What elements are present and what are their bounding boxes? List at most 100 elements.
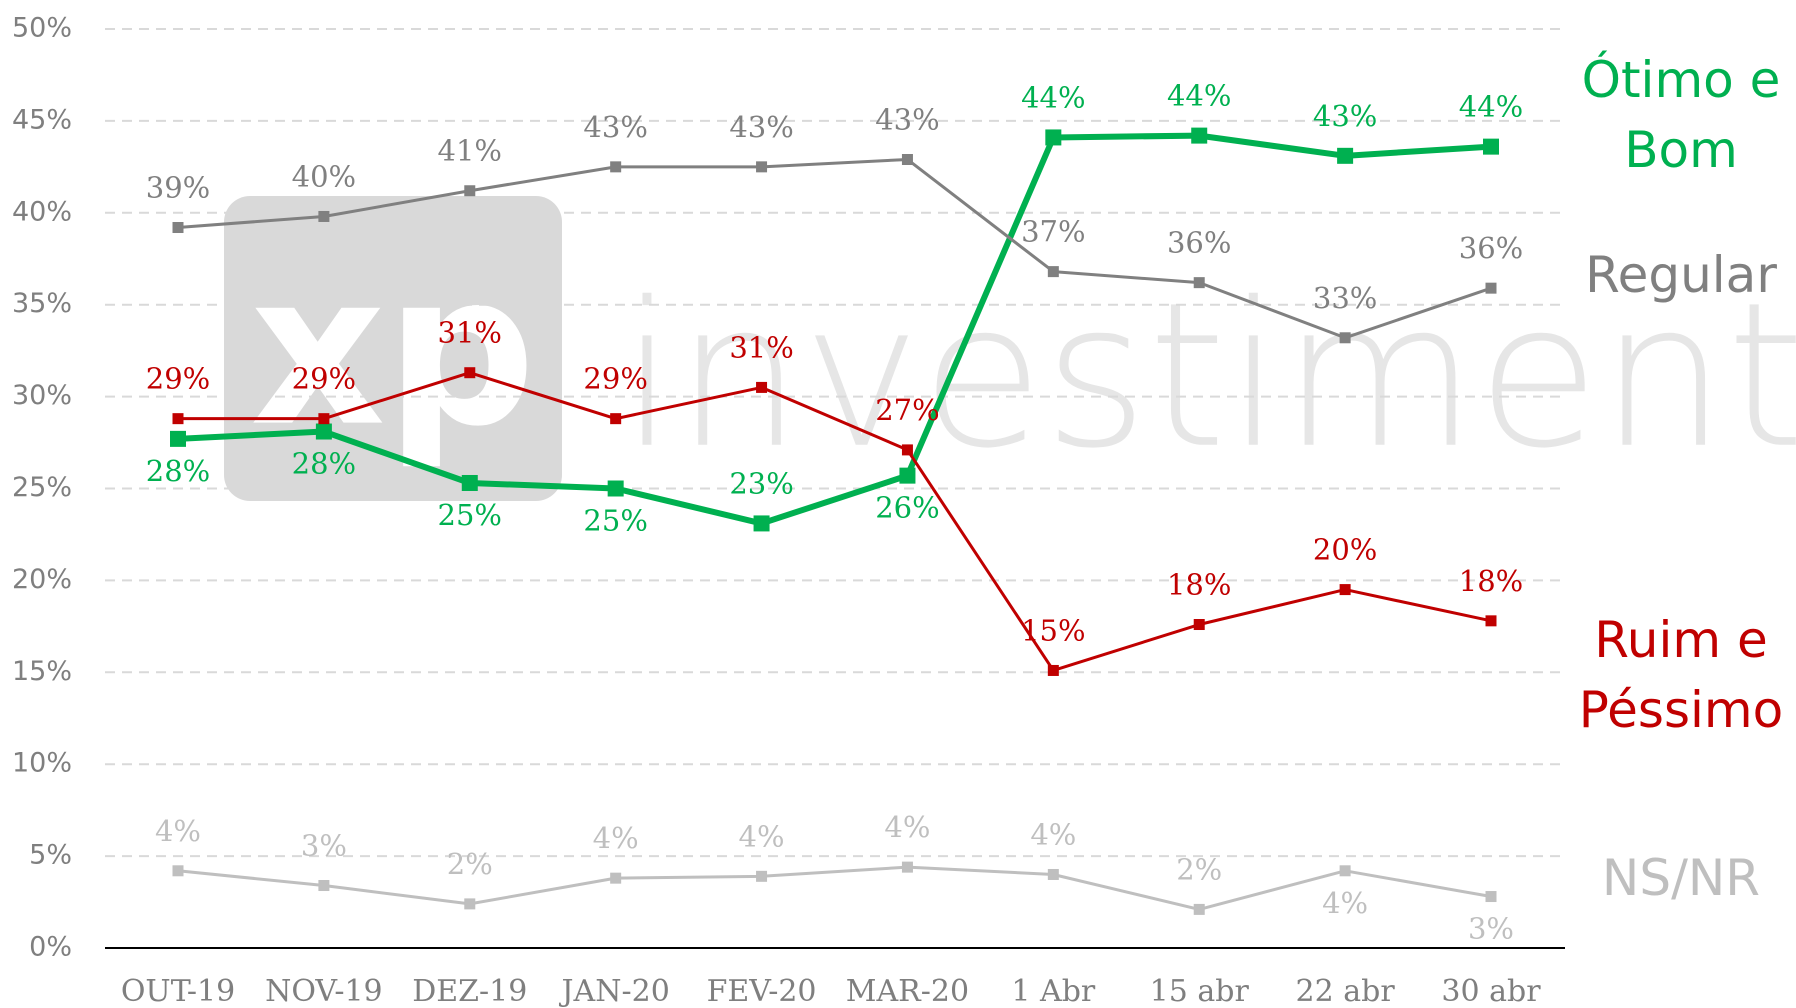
- data-label: 29%: [292, 362, 356, 396]
- y-tick-label: 50%: [12, 13, 72, 44]
- point-marker: [318, 210, 330, 222]
- point-marker: [1193, 903, 1205, 915]
- point-marker: [172, 865, 184, 877]
- point-marker: [607, 480, 624, 497]
- data-label: 4%: [739, 819, 785, 853]
- data-label: 4%: [884, 810, 930, 844]
- point-marker: [1339, 332, 1351, 344]
- y-tick-label: 5%: [29, 840, 72, 871]
- data-label: 4%: [155, 814, 201, 848]
- point-marker: [464, 898, 476, 910]
- point-marker: [315, 423, 332, 440]
- x-tick-label: 15 abr: [1150, 974, 1250, 1008]
- point-marker: [1337, 147, 1354, 164]
- point-marker: [1047, 664, 1059, 676]
- series-line: [177, 157, 1492, 340]
- x-tick-label: 1 Abr: [1011, 974, 1095, 1008]
- point-marker: [901, 861, 913, 873]
- y-tick-label: 45%: [12, 104, 72, 135]
- data-label: 44%: [1459, 90, 1523, 124]
- y-tick-label: 25%: [12, 472, 72, 503]
- data-label: 15%: [1021, 613, 1085, 647]
- point-marker: [1339, 865, 1351, 877]
- point-marker: [610, 413, 622, 425]
- data-label: 3%: [1468, 912, 1514, 946]
- series-line: [177, 865, 1492, 911]
- data-label: 31%: [438, 316, 502, 350]
- x-tick-label: OUT-19: [121, 974, 235, 1008]
- data-label: 4%: [1322, 886, 1368, 920]
- x-tick-label: DEZ-19: [412, 974, 527, 1008]
- point-marker: [756, 161, 768, 173]
- point-marker: [1193, 619, 1205, 631]
- x-tick-label: JAN-20: [559, 974, 670, 1008]
- point-marker: [610, 872, 622, 884]
- point-marker: [899, 467, 916, 484]
- data-label: 25%: [583, 504, 647, 538]
- series-name: Ótimo e Bom: [1581, 51, 1781, 179]
- point-marker: [901, 153, 913, 165]
- x-tick-label: FEV-20: [707, 974, 817, 1008]
- data-label: 39%: [146, 171, 210, 205]
- data-label: 4%: [1030, 817, 1076, 851]
- data-label: 44%: [1021, 80, 1085, 114]
- data-label: 33%: [1313, 281, 1377, 315]
- data-label: 28%: [292, 447, 356, 481]
- watermark-text: investimentos: [620, 260, 1796, 493]
- data-label: 44%: [1167, 79, 1231, 113]
- y-tick-label: 20%: [12, 564, 72, 595]
- data-label: 41%: [438, 134, 502, 168]
- point-marker: [172, 413, 184, 425]
- point-marker: [1485, 891, 1497, 903]
- point-marker: [464, 367, 476, 379]
- data-label: 2%: [447, 847, 493, 881]
- point-marker: [1193, 277, 1205, 289]
- data-label: 29%: [146, 362, 210, 396]
- data-label: 40%: [292, 159, 356, 193]
- point-marker: [1485, 615, 1497, 627]
- y-tick-label: 40%: [12, 196, 72, 227]
- data-label: 31%: [729, 330, 793, 364]
- data-label: 20%: [1313, 533, 1377, 567]
- point-marker: [318, 413, 330, 425]
- point-marker: [753, 515, 770, 532]
- point-marker: [756, 381, 768, 393]
- point-marker: [610, 161, 622, 173]
- y-tick-label: 15%: [12, 656, 72, 687]
- x-tick-label: NOV-19: [265, 974, 383, 1008]
- point-marker: [1191, 127, 1208, 144]
- data-label: 36%: [1167, 226, 1231, 260]
- y-tick-label: 10%: [12, 748, 72, 779]
- point-marker: [461, 474, 478, 491]
- point-marker: [1047, 868, 1059, 880]
- data-label: 25%: [438, 498, 502, 532]
- data-label: 3%: [301, 829, 347, 863]
- data-label: 43%: [875, 102, 939, 136]
- point-marker: [170, 430, 186, 447]
- point-marker: [1485, 282, 1497, 294]
- data-label: 43%: [729, 110, 793, 144]
- data-label: 37%: [1021, 215, 1085, 249]
- data-label: 27%: [875, 393, 939, 427]
- data-label: 18%: [1167, 568, 1231, 602]
- series-name: Ruim e Péssimo: [1578, 611, 1784, 739]
- y-tick-label: 35%: [12, 288, 72, 319]
- series-name: Regular: [1585, 246, 1777, 304]
- point-marker: [1045, 129, 1062, 146]
- series-line: [177, 132, 1492, 527]
- data-label: 29%: [583, 362, 647, 396]
- point-marker: [1483, 138, 1499, 155]
- series-name: NS/NR: [1601, 849, 1761, 907]
- data-label: 43%: [583, 110, 647, 144]
- point-marker: [756, 870, 768, 882]
- data-label: 2%: [1176, 852, 1222, 886]
- x-tick-label: 30 abr: [1441, 974, 1541, 1008]
- data-label: 36%: [1459, 231, 1523, 265]
- point-marker: [318, 880, 330, 892]
- y-tick-label: 0%: [29, 932, 72, 963]
- watermark-logo-box: [224, 196, 562, 501]
- x-tick-label: MAR-20: [846, 974, 969, 1008]
- data-label: 26%: [875, 491, 939, 525]
